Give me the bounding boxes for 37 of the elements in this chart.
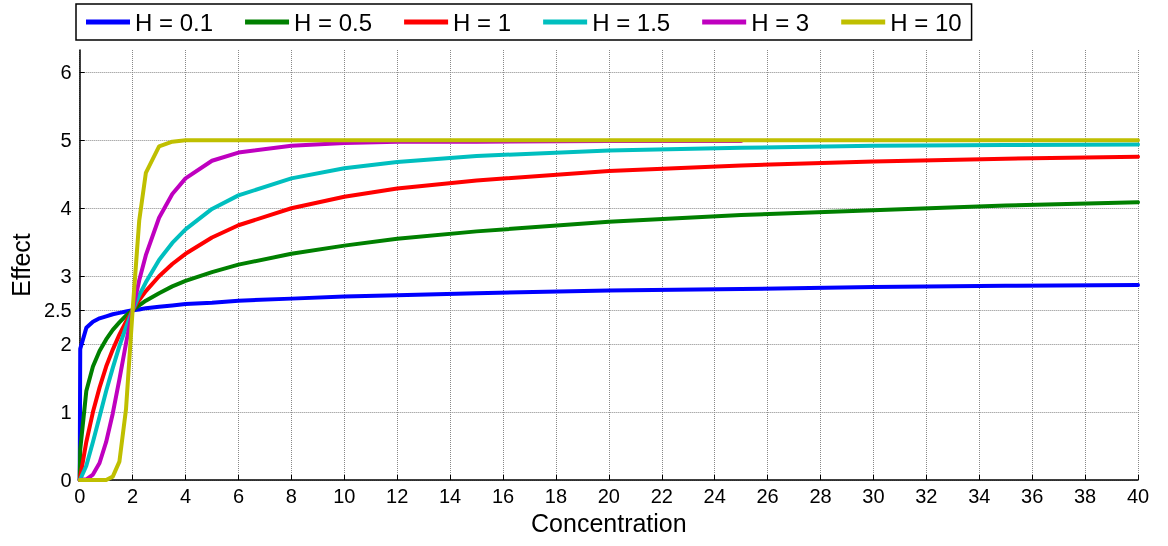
- x-tick-label: 24: [703, 485, 726, 507]
- x-tick-label: 36: [1021, 485, 1044, 507]
- x-tick-label: 34: [968, 485, 991, 507]
- x-tick-label: 6: [232, 485, 245, 507]
- x-tick-label: 38: [1073, 485, 1097, 507]
- x-tick-label: 10: [333, 485, 356, 507]
- y-tick-label: 5: [60, 129, 72, 152]
- legend-label: H = 1: [453, 8, 512, 36]
- legend-label: H = 10: [890, 8, 962, 36]
- x-tick-label: 20: [597, 485, 620, 507]
- x-tick-label: 32: [915, 485, 938, 507]
- y-tick-label: 2: [60, 333, 72, 356]
- x-axis-title: Concentration: [531, 509, 687, 538]
- x-tick-label: 40: [1126, 485, 1150, 507]
- legend-label: H = 3: [751, 8, 810, 36]
- x-tick-label: 8: [285, 485, 297, 507]
- y-tick-label: 2.5: [43, 299, 72, 322]
- x-tick-label: 30: [862, 485, 885, 507]
- y-tick-label: 6: [60, 61, 72, 84]
- y-tick-label: 3: [60, 265, 72, 288]
- legend-label: H = 0.5: [294, 8, 373, 36]
- x-tick-label: 28: [809, 485, 832, 507]
- x-tick-label: 0: [74, 485, 86, 507]
- legend-label: H = 0.1: [135, 8, 214, 36]
- x-tick-label: 22: [650, 485, 673, 507]
- x-tick-label: 26: [756, 485, 779, 507]
- y-axis-title: Effect: [6, 233, 35, 297]
- x-tick-label: 2: [127, 485, 139, 507]
- x-tick-label: 16: [491, 485, 515, 507]
- x-tick-label: 18: [544, 485, 568, 507]
- x-tick-label: 12: [386, 485, 409, 507]
- y-tick-label: 4: [60, 197, 72, 220]
- legend-label: H = 1.5: [592, 8, 671, 36]
- x-tick-label: 14: [438, 485, 462, 507]
- y-tick-label: 1: [60, 401, 72, 424]
- x-tick-label: 4: [179, 485, 192, 507]
- y-tick-label: 0: [60, 469, 72, 491]
